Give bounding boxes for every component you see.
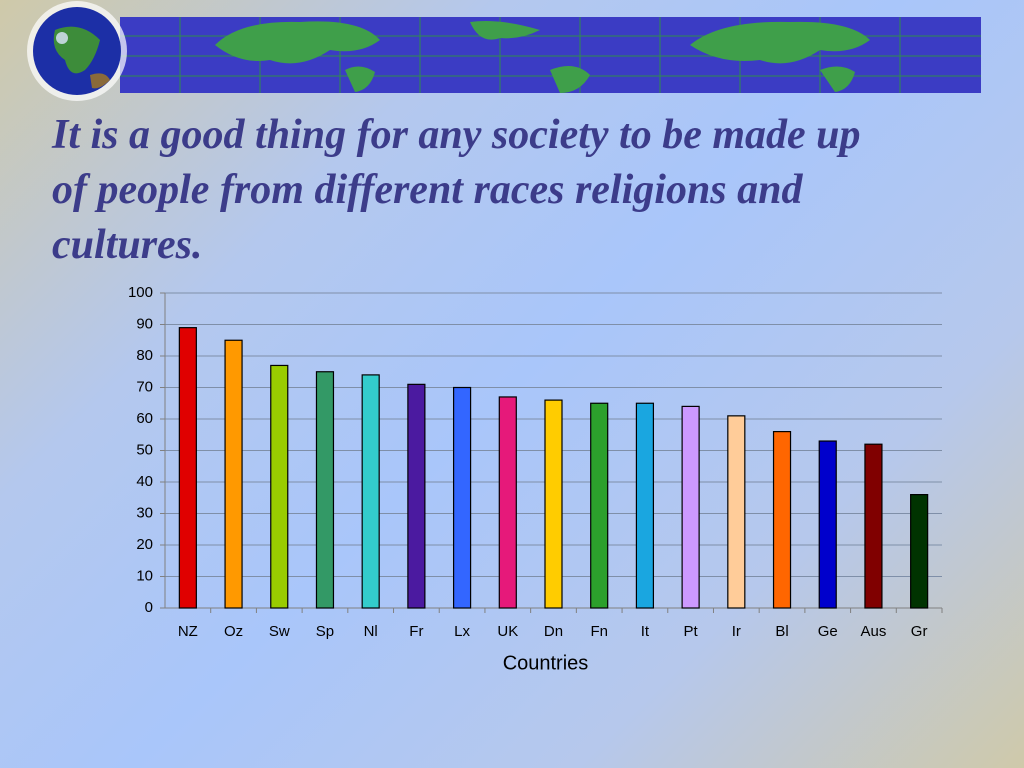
x-tick-label: UK <box>497 623 518 640</box>
x-tick-label: Dn <box>544 623 563 640</box>
y-tick-label: 100 <box>128 284 153 301</box>
x-tick-label: Sw <box>269 623 290 640</box>
x-tick-label: Sp <box>316 623 334 640</box>
bar <box>315 371 335 609</box>
x-tick-label: NZ <box>178 623 198 640</box>
bar <box>178 327 197 609</box>
y-tick-label: 90 <box>136 315 153 332</box>
bar <box>590 402 609 609</box>
bar <box>361 374 380 609</box>
x-tick-label: Fr <box>409 623 423 640</box>
y-tick-label: 80 <box>136 347 153 364</box>
y-tick-label: 70 <box>136 378 153 395</box>
y-tick-label: 50 <box>136 441 153 458</box>
bar <box>224 339 243 609</box>
bar <box>818 440 837 609</box>
y-tick-label: 0 <box>145 599 153 616</box>
x-tick-label: Ir <box>732 623 741 640</box>
y-tick-label: 10 <box>136 567 153 584</box>
x-tick-label: Fn <box>590 623 608 640</box>
y-tick-label: 30 <box>136 504 153 521</box>
x-tick-label: Lx <box>454 623 470 640</box>
bar <box>452 386 472 609</box>
x-tick-label: Ge <box>818 623 838 640</box>
x-tick-label: Pt <box>684 623 699 640</box>
banner <box>120 17 981 93</box>
x-tick-label: Oz <box>224 623 243 640</box>
slide-title: It is a good thing for any society to be… <box>52 112 861 268</box>
bar <box>864 443 883 609</box>
bar <box>727 415 746 609</box>
bar <box>910 494 929 609</box>
x-tick-label: Aus <box>861 623 887 640</box>
bar <box>635 402 655 609</box>
bar <box>498 396 517 609</box>
bar <box>270 364 289 609</box>
bar <box>772 431 792 609</box>
x-tick-label: Bl <box>775 623 788 640</box>
x-axis-label: Countries <box>503 652 589 674</box>
bar <box>681 405 700 609</box>
y-tick-label: 20 <box>136 536 153 553</box>
x-tick-label: It <box>641 623 650 640</box>
y-tick-label: 40 <box>136 473 153 490</box>
bar <box>544 399 563 609</box>
globe <box>27 1 127 101</box>
bar <box>407 383 426 609</box>
x-tick-label: Gr <box>911 623 928 640</box>
x-tick-label: Nl <box>364 623 378 640</box>
y-tick-label: 60 <box>136 410 153 427</box>
